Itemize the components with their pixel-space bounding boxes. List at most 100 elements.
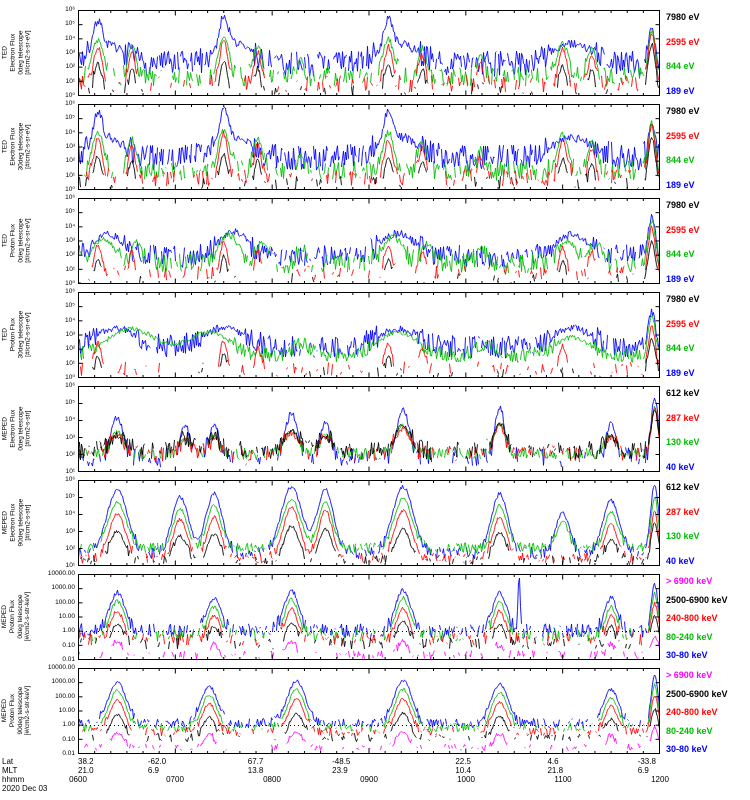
legend-label-meped-electron-flux-0deg: 287 keV bbox=[666, 412, 700, 423]
mlt-tick-label: 10.4 bbox=[455, 766, 471, 775]
y-tick-label: 10² bbox=[65, 251, 75, 259]
legend-label-meped-proton-flux-0deg: 240-800 keV bbox=[666, 613, 718, 623]
y-tick-label: 100.00 bbox=[55, 692, 75, 700]
y-tick-label: 10.00 bbox=[58, 707, 75, 714]
lat-tick-label: -62.0 bbox=[147, 757, 167, 766]
y-tick-label: 10000.00 bbox=[47, 664, 75, 671]
y-tick-label: 10² bbox=[65, 450, 75, 458]
mlt-tick-label: 6.9 bbox=[147, 766, 159, 775]
y-tick-label: 10⁴ bbox=[64, 222, 75, 230]
lat-tick-label: 67.7 bbox=[247, 757, 264, 766]
y-tick-label: 10² bbox=[65, 157, 75, 165]
hhmm-tick-label: 0600 bbox=[69, 775, 87, 784]
legend-label-meped-proton-flux-0deg: 2500-6900 keV bbox=[666, 594, 728, 605]
date-label: 2020 Dec 03 bbox=[2, 784, 48, 793]
y-axis-label-text: MEPED Electron Flux 0deg telescope [#/cm… bbox=[1, 406, 32, 452]
y-tick-label: 10² bbox=[65, 63, 75, 71]
y-axis-label-ted-proton-flux-0deg: TED Proton Flux 0deg telescope [#/cm2-s-… bbox=[0, 198, 34, 284]
y-tick-label: 0.10 bbox=[62, 735, 75, 743]
y-tick-label: 10¹ bbox=[65, 359, 75, 367]
y-tick-label: 10¹ bbox=[65, 265, 75, 273]
y-axis-label-text: MEPED Proton Flux 90deg telescope [#/cm2… bbox=[1, 686, 32, 736]
y-tick-label: 10³ bbox=[65, 527, 75, 535]
y-axis-label-ted-electron-flux-30deg: TED Electron Flux 30deg telescope [#/cm2… bbox=[0, 104, 34, 190]
legend-label-ted-proton-flux-30deg: 2595 eV bbox=[666, 318, 700, 329]
hhmm-tick-label: 1200 bbox=[651, 775, 669, 784]
flux-plot-ted-proton-flux-0deg bbox=[78, 198, 660, 284]
y-tick-label: 10⁰ bbox=[65, 92, 75, 99]
lat-tick-label: 38.2 bbox=[78, 757, 94, 766]
legend-label-ted-electron-flux-30deg: 7980 eV bbox=[666, 106, 700, 116]
y-axis-label-meped-proton-flux-0deg: MEPED Proton Flux 0deg telescope [#/cm2-… bbox=[0, 574, 34, 660]
legend-label-meped-electron-flux-90deg: 130 keV bbox=[666, 531, 700, 542]
y-tick-label: 10¹ bbox=[65, 77, 75, 85]
flux-plot-ted-proton-flux-30deg bbox=[78, 292, 660, 378]
legend-label-meped-proton-flux-90deg: 2500-6900 keV bbox=[666, 688, 728, 699]
y-axis-label-text: TED Electron Flux 30deg telescope [#/cm2… bbox=[1, 123, 32, 171]
y-tick-label: 10⁴ bbox=[64, 316, 75, 324]
legend-label-meped-electron-flux-0deg: 40 keV bbox=[666, 462, 695, 472]
legend-label-meped-proton-flux-0deg: > 6900 keV bbox=[666, 576, 713, 586]
legend-label-ted-electron-flux-0deg: 2595 eV bbox=[666, 36, 700, 47]
hhmm-tick-label: 0700 bbox=[166, 775, 184, 784]
y-tick-label: 1000.00 bbox=[51, 678, 76, 686]
flux-plot-ted-electron-flux-30deg bbox=[78, 104, 660, 190]
y-tick-label: 10⁶ bbox=[65, 382, 75, 389]
legend-label-ted-proton-flux-0deg: 7980 eV bbox=[666, 200, 700, 210]
legend-label-ted-proton-flux-30deg: 189 eV bbox=[666, 368, 695, 378]
y-tick-label: 10⁰ bbox=[65, 186, 75, 193]
legend-label-ted-proton-flux-0deg: 189 eV bbox=[666, 274, 695, 284]
y-tick-label: 10² bbox=[65, 345, 75, 353]
legend-label-ted-electron-flux-30deg: 189 eV bbox=[666, 180, 695, 190]
y-tick-label: 0.10 bbox=[62, 641, 75, 649]
y-axis-label-text: TED Electron Flux 0deg telescope [#/cm2-… bbox=[1, 30, 32, 76]
y-tick-label: 10⁴ bbox=[64, 34, 75, 42]
hhmm-row-header: hhmm bbox=[2, 775, 25, 784]
legend-label-ted-proton-flux-0deg: 844 eV bbox=[666, 249, 695, 260]
y-tick-label: 10⁴ bbox=[64, 128, 75, 136]
y-tick-label: 10³ bbox=[65, 237, 75, 244]
y-tick-label: 10⁰ bbox=[65, 280, 75, 287]
legend-label-ted-electron-flux-0deg: 7980 eV bbox=[666, 12, 700, 22]
hhmm-tick-label: 1100 bbox=[554, 775, 572, 784]
legend-label-meped-electron-flux-0deg: 130 keV bbox=[666, 437, 700, 448]
y-axis-label-text: MEPED Proton Flux 0deg telescope [#/cm2-… bbox=[1, 592, 32, 642]
y-axis-label-meped-electron-flux-90deg: MEPED Electron Flux 90deg telescope [#/c… bbox=[0, 480, 34, 566]
y-tick-label: 10⁴ bbox=[64, 510, 75, 518]
y-axis-label-text: TED Proton Flux 0deg telescope [#/cm2-s-… bbox=[1, 218, 32, 264]
y-axis-label-text: TED Proton Flux 30deg telescope [#/cm2-s… bbox=[1, 311, 32, 359]
y-axis-label-text: MEPED Electron Flux 90deg telescope [#/c… bbox=[1, 499, 32, 547]
y-tick-label: 1000.00 bbox=[51, 584, 76, 592]
y-tick-label: 1.00 bbox=[62, 721, 75, 729]
legend-label-meped-electron-flux-90deg: 612 keV bbox=[666, 482, 700, 492]
legend-label-meped-proton-flux-90deg: > 6900 keV bbox=[666, 670, 713, 680]
lat-tick-label: 4.6 bbox=[547, 757, 559, 766]
y-tick-label: 10000.00 bbox=[47, 570, 75, 577]
y-axis-label-ted-electron-flux-0deg: TED Electron Flux 0deg telescope [#/cm2-… bbox=[0, 10, 34, 96]
y-tick-label: 10¹ bbox=[65, 171, 75, 179]
mlt-tick-label: 21.8 bbox=[547, 766, 564, 775]
legend-label-meped-proton-flux-90deg: 80-240 keV bbox=[666, 725, 713, 736]
y-tick-label: 10³ bbox=[65, 433, 75, 441]
y-tick-label: 10¹ bbox=[65, 468, 75, 475]
mlt-tick-label: 13.8 bbox=[247, 766, 264, 775]
flux-plot-meped-electron-flux-0deg bbox=[78, 386, 660, 472]
legend-label-meped-proton-flux-0deg: 30-80 keV bbox=[666, 650, 708, 660]
lat-tick-label: -33.8 bbox=[637, 757, 656, 766]
legend-label-meped-electron-flux-90deg: 287 keV bbox=[666, 506, 700, 517]
y-tick-label: 10⁶ bbox=[65, 100, 75, 107]
legend-label-ted-electron-flux-30deg: 2595 eV bbox=[666, 130, 700, 141]
y-axis-label-meped-electron-flux-0deg: MEPED Electron Flux 0deg telescope [#/cm… bbox=[0, 386, 34, 472]
y-tick-label: 100.00 bbox=[55, 598, 75, 606]
y-tick-label: 10⁶ bbox=[65, 6, 75, 13]
legend-label-ted-electron-flux-0deg: 189 eV bbox=[666, 86, 695, 96]
flux-plot-meped-proton-flux-0deg bbox=[78, 574, 660, 660]
hhmm-tick-label: 1000 bbox=[457, 775, 475, 784]
mlt-tick-label: 6.9 bbox=[637, 766, 649, 775]
legend-label-ted-electron-flux-0deg: 844 eV bbox=[666, 61, 695, 72]
hhmm-tick-label: 0900 bbox=[360, 775, 378, 784]
y-tick-label: 0.01 bbox=[62, 750, 75, 757]
legend-label-ted-electron-flux-30deg: 844 eV bbox=[666, 155, 695, 166]
y-tick-label: 10³ bbox=[65, 49, 75, 56]
